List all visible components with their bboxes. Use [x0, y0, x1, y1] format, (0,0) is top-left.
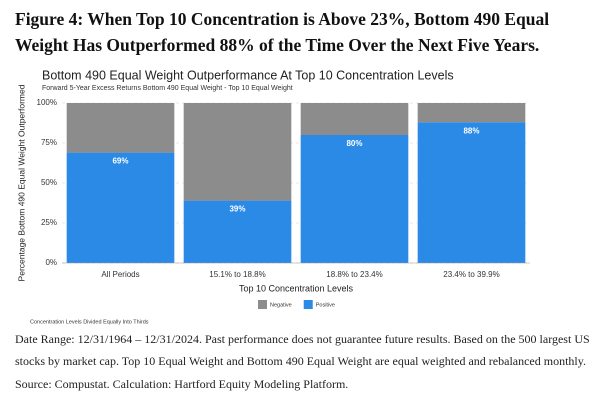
- y-tick-label: 0%: [45, 258, 57, 267]
- figure-title: Figure 4: When Top 10 Concentration is A…: [15, 9, 550, 55]
- x-tick-label: 15.1% to 18.8%: [209, 270, 265, 279]
- bar-segment: [66, 103, 175, 153]
- x-tick-label: 23.4% to 39.9%: [443, 270, 499, 279]
- y-tick-label: 25%: [41, 218, 57, 227]
- y-tick-label: 100%: [37, 98, 57, 107]
- x-axis-title: Top 10 Concentration Levels: [239, 283, 354, 293]
- data-label: 80%: [346, 139, 362, 148]
- chart-note: Concentration Levels Divided Equally Int…: [30, 319, 149, 325]
- source: Source: Compustat. Calculation: Hartford…: [15, 377, 349, 391]
- data-label: 69%: [112, 157, 128, 166]
- y-tick-label: 50%: [41, 178, 57, 187]
- bar-segment: [417, 122, 526, 263]
- legend-swatch: [258, 300, 267, 309]
- legend-label: Positive: [316, 302, 335, 308]
- chart: Bottom 490 Equal Weight Outperformance A…: [16, 68, 530, 325]
- bar-segment: [417, 103, 526, 123]
- y-axis-title: Percentage Bottom 490 Equal Weight Outpe…: [16, 84, 26, 281]
- y-tick-label: 75%: [41, 138, 57, 147]
- x-tick-label: All Periods: [101, 270, 139, 279]
- chart-title: Bottom 490 Equal Weight Outperformance A…: [42, 68, 454, 82]
- chart-subtitle: Forward 5-Year Excess Returns Bottom 490…: [42, 85, 293, 92]
- bar-segment: [300, 135, 409, 263]
- bar-segment: [183, 103, 292, 201]
- bar-segment: [66, 152, 175, 263]
- legend-label: Negative: [270, 302, 292, 308]
- data-label: 39%: [229, 205, 245, 214]
- legend-swatch: [303, 300, 313, 309]
- disclaimer: Date Range: 12/31/1964 – 12/31/2024. Pas…: [15, 332, 590, 368]
- x-tick-label: 18.8% to 23.4%: [326, 270, 382, 279]
- data-label: 88%: [463, 126, 479, 135]
- bar-segment: [183, 200, 292, 263]
- bar-segment: [300, 103, 409, 135]
